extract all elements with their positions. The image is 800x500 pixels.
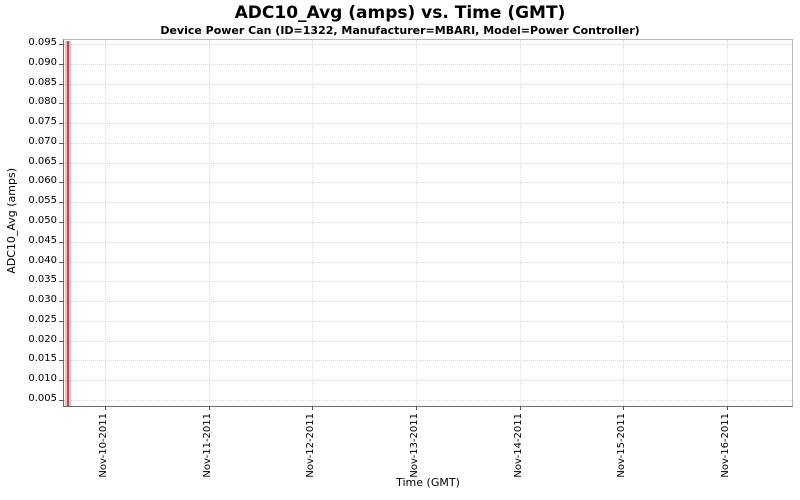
plot-area xyxy=(59,39,793,410)
x-tick-label: Nov-16-2011 xyxy=(719,413,731,478)
y-tick-label: 0.095 xyxy=(28,37,57,48)
x-tick-mark xyxy=(519,406,521,410)
horizontal-gridline xyxy=(64,162,792,164)
y-tick-mark xyxy=(59,281,64,283)
y-tick-mark xyxy=(59,241,64,243)
y-tick-label: 0.035 xyxy=(28,274,57,286)
vertical-gridline xyxy=(623,40,625,406)
y-tick-label: 0.070 xyxy=(28,135,57,147)
horizontal-gridline xyxy=(64,261,792,263)
horizontal-gridline xyxy=(64,400,792,401)
y-tick-mark xyxy=(59,162,64,164)
y-tick-mark xyxy=(59,380,64,382)
chart-title: ADC10_Avg (amps) vs. Time (GMT) xyxy=(234,3,566,23)
y-tick-label: 0.085 xyxy=(28,76,57,88)
x-tick-label: Nov-12-2011 xyxy=(305,413,317,478)
y-tick-label: 0.060 xyxy=(28,175,57,187)
x-tick-mark xyxy=(623,406,625,410)
horizontal-gridline xyxy=(64,241,792,243)
horizontal-gridline xyxy=(64,320,792,322)
horizontal-gridline xyxy=(64,301,792,303)
y-tick-mark xyxy=(59,202,64,204)
vertical-gridline xyxy=(208,40,210,406)
y-tick-label: 0.005 xyxy=(28,393,57,404)
y-tick-label: 0.020 xyxy=(28,333,57,345)
y-tick-mark xyxy=(59,63,64,65)
y-tick-mark xyxy=(59,340,64,342)
y-tick-mark xyxy=(59,301,64,303)
x-tick-label: Nov-10-2011 xyxy=(98,413,109,478)
horizontal-gridline xyxy=(64,281,792,283)
y-tick-mark xyxy=(59,261,64,263)
x-tick-mark xyxy=(208,406,210,410)
horizontal-gridline xyxy=(64,103,792,105)
vertical-gridline xyxy=(312,40,314,406)
x-tick-mark xyxy=(105,406,106,410)
x-tick-mark xyxy=(312,406,314,410)
y-tick-label: 0.045 xyxy=(28,234,57,246)
horizontal-gridline xyxy=(64,202,792,204)
y-tick-label: 0.030 xyxy=(28,294,57,306)
x-tick-mark xyxy=(415,406,417,410)
y-tick-mark xyxy=(59,142,64,144)
x-axis-label: Time (GMT) xyxy=(396,476,460,489)
horizontal-gridline xyxy=(64,380,792,382)
vertical-gridline xyxy=(726,40,728,406)
y-tick-mark xyxy=(59,400,64,401)
y-tick-mark xyxy=(59,182,64,184)
y-tick-label: 0.010 xyxy=(28,373,57,385)
y-tick-label: 0.015 xyxy=(28,353,57,365)
horizontal-gridline xyxy=(64,360,792,362)
y-tick-label: 0.025 xyxy=(28,313,57,325)
y-tick-label: 0.075 xyxy=(28,116,57,128)
y-tick-label: 0.050 xyxy=(28,215,57,226)
y-tick-label: 0.080 xyxy=(28,96,57,108)
x-tick-label: Nov-15-2011 xyxy=(616,413,628,478)
y-tick-mark xyxy=(59,103,64,105)
x-tick-label: Nov-14-2011 xyxy=(512,413,524,478)
y-tick-label: 0.055 xyxy=(28,195,57,207)
x-tick-label: Nov-13-2011 xyxy=(408,413,420,478)
series-line xyxy=(67,41,69,406)
y-tick-label: 0.065 xyxy=(28,155,57,167)
x-tick-mark xyxy=(726,406,728,410)
vertical-gridline xyxy=(105,40,106,406)
y-tick-mark xyxy=(59,44,64,45)
horizontal-gridline xyxy=(64,340,792,342)
vertical-gridline xyxy=(519,40,521,406)
horizontal-gridline xyxy=(64,44,792,45)
horizontal-gridline xyxy=(64,182,792,184)
chart-subtitle: Device Power Can (ID=1322, Manufacturer=… xyxy=(160,24,640,37)
y-tick-label: 0.040 xyxy=(28,254,57,266)
y-tick-mark xyxy=(59,360,64,362)
horizontal-gridline xyxy=(64,83,792,85)
y-tick-mark xyxy=(59,83,64,85)
x-tick-label: Nov-11-2011 xyxy=(201,413,213,478)
vertical-gridline xyxy=(415,40,417,406)
horizontal-gridline xyxy=(64,123,792,125)
y-tick-mark xyxy=(59,123,64,125)
horizontal-gridline xyxy=(64,63,792,65)
y-tick-mark xyxy=(59,320,64,322)
y-tick-label: 0.090 xyxy=(28,56,57,68)
horizontal-gridline xyxy=(64,142,792,144)
y-axis-label: ADC10_Avg (amps) xyxy=(5,168,18,274)
y-tick-mark xyxy=(59,222,64,223)
horizontal-gridline xyxy=(64,222,792,223)
